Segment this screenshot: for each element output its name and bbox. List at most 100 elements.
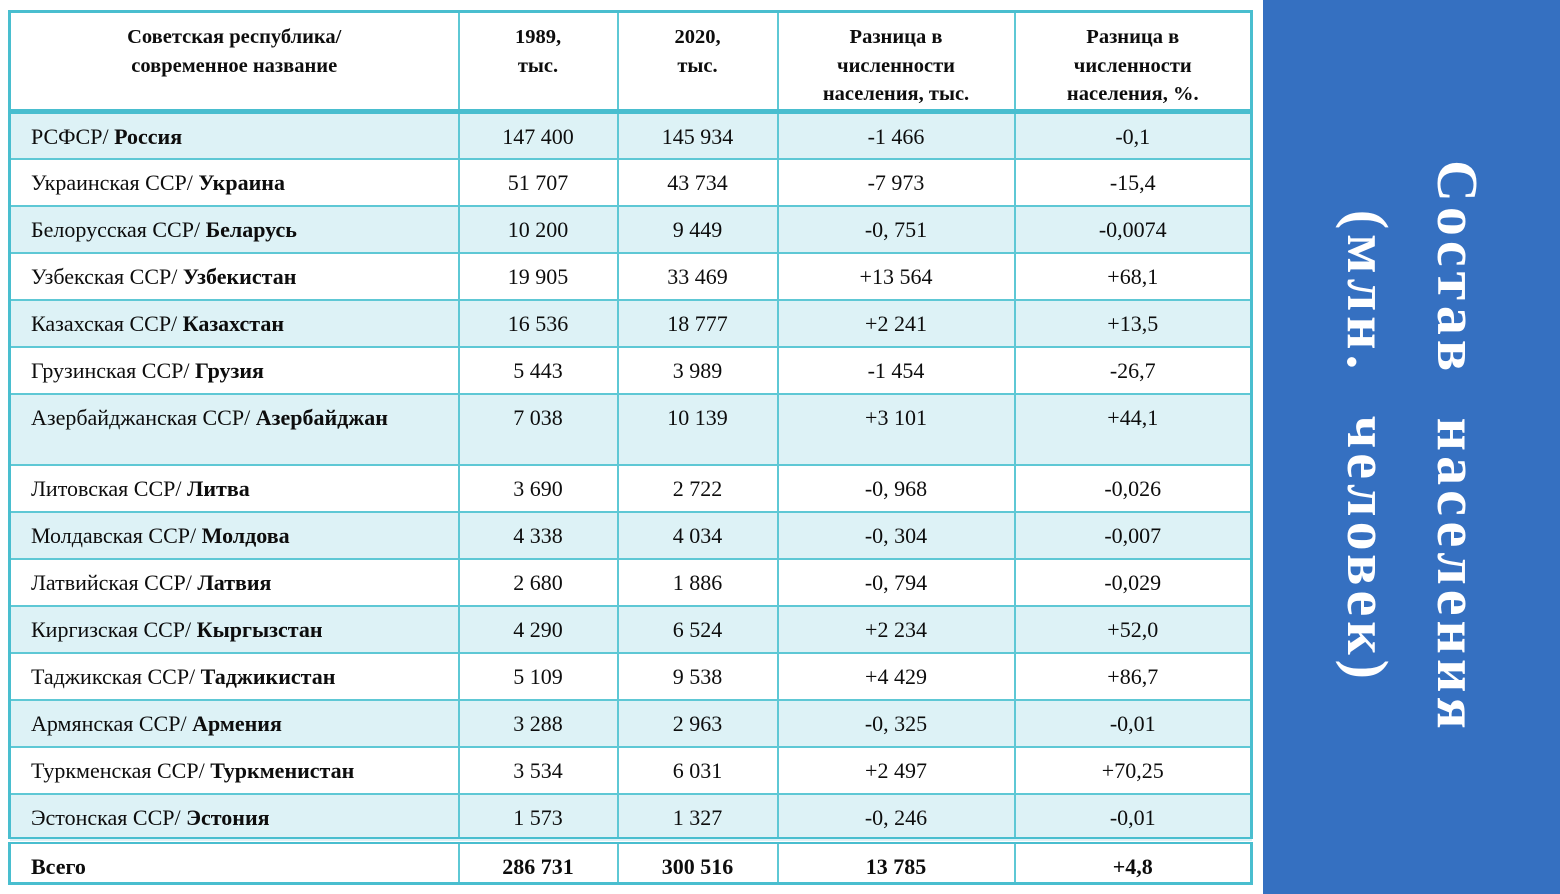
vertical-title-line2: (млн. человек) (1334, 209, 1400, 685)
republic-soviet-name: Украинская ССР/ (31, 169, 193, 195)
table-row: Белорусская ССР/ Беларусь 10 200 9 449 -… (8, 204, 1253, 254)
republic-modern-name: Россия (114, 124, 183, 150)
republic-soviet-name: Молдавская ССР/ (31, 522, 197, 548)
republic-soviet-name: Грузинская ССР/ (31, 357, 190, 383)
republic-soviet-name: Литовская ССР/ (31, 475, 182, 501)
table-row: Таджикская ССР/ Таджикистан 5 109 9 538 … (8, 651, 1253, 701)
diff-thousands-cell: +3 101 (776, 392, 1016, 466)
value-1989-cell: 3 690 (457, 463, 619, 513)
republic-soviet-name: Казахская ССР/ (31, 310, 178, 336)
diff-percent-cell: +68,1 (1013, 251, 1253, 301)
diff-thousands-cell: +4 429 (776, 651, 1016, 701)
table-row: Украинская ССР/ Украина 51 707 43 734 -7… (8, 157, 1253, 207)
republic-modern-name: Таджикистан (200, 663, 336, 689)
table-row: Туркменская ССР/ Туркменистан 3 534 6 03… (8, 745, 1253, 795)
table-row: Молдавская ССР/ Молдова 4 338 4 034 -0, … (8, 510, 1253, 560)
value-2020-cell: 145 934 (616, 110, 779, 160)
col-header-republic: Советская республика/ современное назван… (8, 10, 460, 115)
republic-soviet-name: Киргизская ССР/ (31, 616, 192, 642)
diff-percent-cell: +86,7 (1013, 651, 1253, 701)
diff-thousands-cell: +2 234 (776, 604, 1016, 654)
republic-soviet-name: Латвийская ССР/ (31, 569, 192, 595)
diff-percent-cell: -0,01 (1013, 792, 1253, 842)
total-diff-thousands-cell: 13 785 (776, 837, 1016, 885)
republic-cell: РСФСР/ Россия (8, 110, 460, 160)
col-header-diff-percent: Разница в численности населения, %. (1013, 10, 1253, 115)
republic-soviet-name: Туркменская ССР/ (31, 757, 205, 783)
diff-percent-cell: -15,4 (1013, 157, 1253, 207)
vertical-title-line1: Состав населения (1424, 160, 1490, 734)
total-label-cell: Всего (8, 837, 460, 885)
republic-modern-name: Узбекистан (182, 263, 297, 289)
value-1989-cell: 3 288 (457, 698, 619, 748)
table-header: Советская республика/ современное назван… (8, 10, 1253, 115)
table-row: РСФСР/ Россия 147 400 145 934 -1 466 -0,… (8, 110, 1253, 160)
republic-cell: Азербайджанская ССР/ Азербайджан (8, 392, 460, 466)
republic-modern-name: Украина (198, 169, 285, 195)
value-2020-cell: 2 963 (616, 698, 779, 748)
republic-cell: Таджикская ССР/ Таджикистан (8, 651, 460, 701)
diff-thousands-cell: +2 497 (776, 745, 1016, 795)
republic-modern-name: Латвия (197, 569, 272, 595)
republic-modern-name: Беларусь (205, 216, 297, 242)
republic-modern-name: Казахстан (182, 310, 285, 336)
republic-modern-name: Грузия (194, 357, 264, 383)
value-1989-cell: 147 400 (457, 110, 619, 160)
table-row: Казахская ССР/ Казахстан 16 536 18 777 +… (8, 298, 1253, 348)
table-row: Азербайджанская ССР/ Азербайджан 7 038 1… (8, 392, 1253, 466)
diff-thousands-cell: +13 564 (776, 251, 1016, 301)
value-2020-cell: 6 524 (616, 604, 779, 654)
value-1989-cell: 16 536 (457, 298, 619, 348)
table-row: Латвийская ССР/ Латвия 2 680 1 886 -0, 7… (8, 557, 1253, 607)
value-1989-cell: 3 534 (457, 745, 619, 795)
diff-thousands-cell: -1 466 (776, 110, 1016, 160)
total-diff-percent-cell: +4,8 (1013, 837, 1253, 885)
value-1989-cell: 7 038 (457, 392, 619, 466)
diff-percent-cell: +70,25 (1013, 745, 1253, 795)
value-1989-cell: 5 109 (457, 651, 619, 701)
diff-thousands-cell: -0, 304 (776, 510, 1016, 560)
value-1989-cell: 2 680 (457, 557, 619, 607)
republic-cell: Украинская ССР/ Украина (8, 157, 460, 207)
table-body: РСФСР/ Россия 147 400 145 934 -1 466 -0,… (8, 110, 1253, 885)
republic-modern-name: Кыргызстан (196, 616, 323, 642)
republic-soviet-name: Белорусская ССР/ (31, 216, 201, 242)
republic-modern-name: Эстония (186, 804, 270, 830)
col-header-1989: 1989, тыс. (457, 10, 619, 115)
republic-modern-name: Туркменистан (210, 757, 355, 783)
republic-modern-name: Литва (186, 475, 250, 501)
republic-cell: Белорусская ССР/ Беларусь (8, 204, 460, 254)
value-2020-cell: 1 327 (616, 792, 779, 842)
table-row: Грузинская ССР/ Грузия 5 443 3 989 -1 45… (8, 345, 1253, 395)
table-row: Киргизская ССР/ Кыргызстан 4 290 6 524 +… (8, 604, 1253, 654)
republic-cell: Молдавская ССР/ Молдова (8, 510, 460, 560)
diff-thousands-cell: -0, 794 (776, 557, 1016, 607)
value-2020-cell: 1 886 (616, 557, 779, 607)
republic-cell: Грузинская ССР/ Грузия (8, 345, 460, 395)
republic-soviet-name: Эстонская ССР/ (31, 804, 181, 830)
population-table: Советская республика/ современное назван… (8, 10, 1253, 885)
value-2020-cell: 33 469 (616, 251, 779, 301)
diff-thousands-cell: -0, 968 (776, 463, 1016, 513)
value-2020-cell: 9 449 (616, 204, 779, 254)
diff-percent-cell: -0,0074 (1013, 204, 1253, 254)
diff-percent-cell: +44,1 (1013, 392, 1253, 466)
table-row: Литовская ССР/ Литва 3 690 2 722 -0, 968… (8, 463, 1253, 513)
header-row: Советская республика/ современное назван… (8, 10, 1253, 115)
diff-thousands-cell: -7 973 (776, 157, 1016, 207)
value-1989-cell: 4 290 (457, 604, 619, 654)
value-2020-cell: 10 139 (616, 392, 779, 466)
republic-cell: Узбекская ССР/ Узбекистан (8, 251, 460, 301)
republic-cell: Эстонская ССР/ Эстония (8, 792, 460, 842)
republic-cell: Киргизская ССР/ Кыргызстан (8, 604, 460, 654)
republic-soviet-name: Таджикская ССР/ (31, 663, 196, 689)
value-2020-cell: 43 734 (616, 157, 779, 207)
value-1989-cell: 10 200 (457, 204, 619, 254)
value-2020-cell: 18 777 (616, 298, 779, 348)
value-1989-cell: 51 707 (457, 157, 619, 207)
republic-modern-name: Азербайджан (255, 404, 388, 430)
total-1989-cell: 286 731 (457, 837, 619, 885)
republic-cell: Латвийская ССР/ Латвия (8, 557, 460, 607)
total-row: Всего 286 731 300 516 13 785 +4,8 (8, 837, 1253, 885)
